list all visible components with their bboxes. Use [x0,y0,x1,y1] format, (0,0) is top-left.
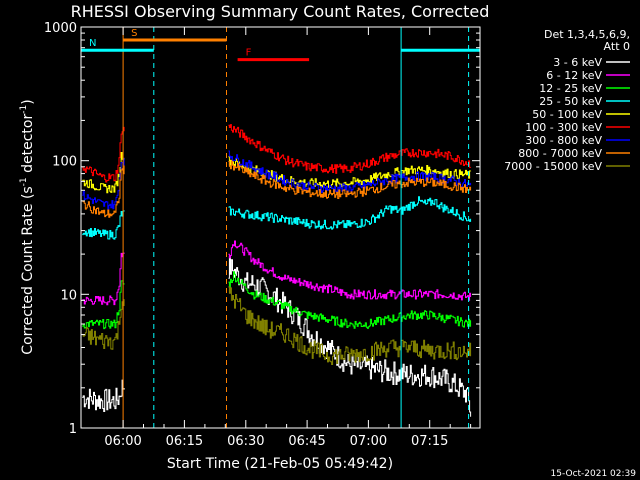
marker-layer: S N F [81,27,480,428]
y-axis-label-exp-2: -1 [19,105,29,114]
y-tick-label-2: 10 [60,288,77,303]
plot-frame [80,26,481,429]
series-line-2 [82,240,472,306]
footer-date: 15-Oct-2021 02:39 [551,469,637,479]
y-tick-label-4: 1000 [44,21,77,36]
chart-title: RHESSI Observing Summary Count Rates, Co… [71,2,490,21]
x-tick-label-4: 06:45 [288,434,325,449]
x-tick-label-2: 06:15 [166,434,203,449]
y-axis-label-suffix: ) [20,99,36,104]
legend-label-8: 800 - 7000 keV [518,147,602,160]
axis-layer: 06:00 06:15 06:30 06:45 07:00 07:15 1 10 100 1000 [44,21,480,449]
legend-label-5: 50 - 100 keV [532,108,602,121]
x-tick-label-5: 07:00 [350,434,387,449]
legend-header-2: Att 0 [604,40,630,53]
legend-label-9: 7000 - 15000 keV [504,160,602,173]
y-tick-label-1: 1 [69,422,77,437]
legend-label-2: 6 - 12 keV [546,69,602,82]
series-line-1 [82,256,472,417]
x-axis-label: Start Time (21-Feb-05 05:49:42) [167,456,393,472]
flag-label-N: N [89,38,96,49]
flag-label-S: S [131,28,137,39]
series-line-6 [82,124,472,183]
series-line-8 [82,160,472,218]
series-line-9 [82,286,472,365]
legend-label-1: 3 - 6 keV [553,56,602,69]
legend-label-6: 100 - 300 keV [525,121,602,134]
series-layer [82,124,472,417]
flag-label-F: F [246,48,252,59]
legend-label-3: 12 - 25 keV [539,82,602,95]
legend-header-1: Det 1,3,4,5,6,9, [544,28,630,41]
legend-label-7: 300 - 800 keV [525,134,602,147]
x-tick-label-3: 06:30 [227,434,264,449]
series-line-4 [82,196,472,240]
y-axis-label-exp-1: -1 [19,177,29,186]
series-line-3 [82,271,472,330]
legend-label-4: 25 - 50 keV [539,95,602,108]
x-tick-label-1: 06:00 [104,434,141,449]
y-tick-label-3: 100 [52,155,77,170]
x-tick-label-6: 07:15 [411,434,448,449]
series-line-7 [82,150,472,210]
y-axis-label-prefix: Corrected Count Rate (s [20,186,36,354]
y-axis-label-mid: detector [20,114,36,178]
y-axis-label: Corrected Count Rate (s-1 detector-1) [19,99,36,354]
